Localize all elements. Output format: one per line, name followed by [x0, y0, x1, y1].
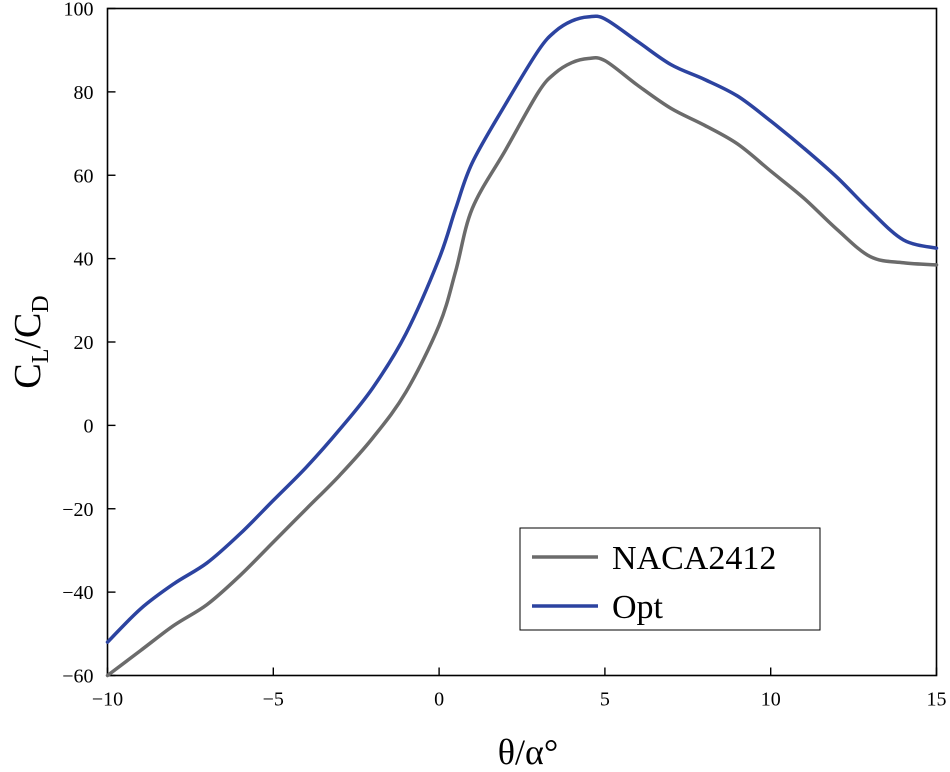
y-tick-label: 60 [74, 165, 94, 187]
y-tick-label: −40 [62, 582, 93, 604]
x-tick-label: −5 [263, 689, 284, 711]
legend-box [519, 527, 821, 631]
y-tick-label: 100 [64, 0, 94, 21]
legend-label-naca2412: NACA2412 [612, 540, 776, 577]
series-line-opt [105, 14, 939, 644]
y-tick-label: 80 [74, 82, 94, 104]
y-axis-title: CL/CD [7, 295, 54, 388]
y-tick-label: 20 [74, 332, 94, 354]
legend: NACA2412 Opt [519, 527, 821, 631]
series-line-naca2412 [105, 55, 939, 678]
y-axis-title-slash-c: /C [7, 313, 49, 349]
x-tick-label: 0 [434, 689, 444, 711]
y-tick-label: 40 [74, 249, 94, 271]
axis-ticks: −10 −5 0 5 10 15 −60 −40 −20 0 20 40 60 80 100 [62, 0, 946, 711]
legend-label-opt: Opt [612, 589, 664, 626]
y-axis-title-sub-l: L [28, 349, 54, 364]
y-tick-label: −60 [62, 666, 93, 688]
y-axis-title-c: C [7, 363, 49, 388]
y-tick-label: 0 [84, 415, 94, 437]
y-axis-title-sub-d: D [28, 295, 54, 312]
y-tick-label: −20 [62, 499, 93, 521]
x-tick-label: −10 [92, 689, 123, 711]
x-tick-label: 5 [600, 689, 610, 711]
x-axis-title: θ/α° [498, 732, 559, 772]
x-tick-label: 15 [927, 689, 947, 711]
x-tick-label: 10 [761, 689, 781, 711]
series-lines [105, 14, 939, 678]
